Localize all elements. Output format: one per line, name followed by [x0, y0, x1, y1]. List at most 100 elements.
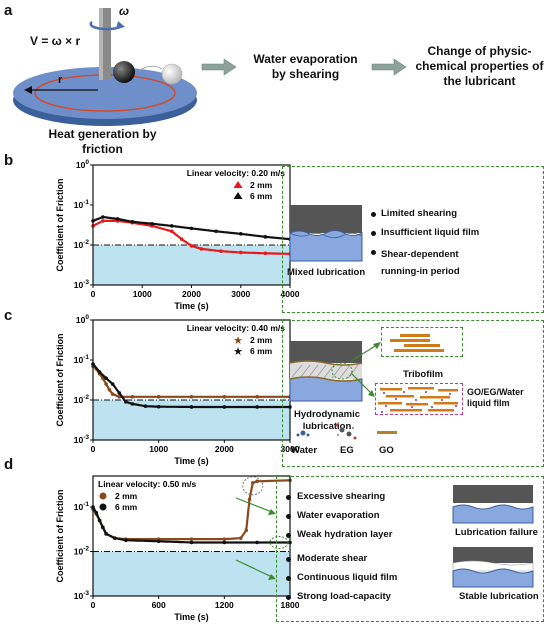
data-point: [110, 392, 115, 396]
data-point: [117, 391, 122, 395]
data-point: [238, 232, 243, 236]
tribofilm-inset: [381, 327, 463, 357]
data-point: [97, 370, 102, 374]
y-tick-label: 10-2: [74, 239, 90, 250]
bullet-limited-shearing: Limited shearing: [381, 208, 458, 219]
y-axis-label: Coefficient of Friction: [55, 179, 65, 272]
heat-generation-caption: Heat generation by friction: [48, 127, 157, 156]
data-point: [189, 395, 194, 399]
legend-marker: ★: [233, 335, 243, 347]
data-point: [179, 237, 184, 241]
data-point: [255, 405, 259, 409]
legend-marker: [99, 503, 107, 511]
velocity-annotation: Linear velocity: 0.50 m/s: [98, 479, 197, 489]
data-point: [110, 382, 115, 386]
friction-chart-c: 0 1000 2000 3000 10-3 10-2 10-1 100 Time (s) Coef…: [55, 314, 300, 466]
legend-label: 6 mm: [115, 502, 138, 512]
legend-marker: ★: [233, 346, 243, 358]
x-tick-label: 1000: [133, 289, 152, 299]
data-point: [189, 405, 194, 409]
hydrodynamic-box: Hydrodynamic lubrication Tribofilm GO/EG…: [282, 320, 544, 467]
omega-label: ω: [119, 4, 130, 18]
data-point: [199, 247, 204, 251]
series-6-mm: [91, 215, 292, 241]
flow-arrows: [201, 58, 407, 76]
y-tick-label: 10-3: [74, 590, 90, 601]
x-tick-label: 0: [91, 289, 96, 299]
bullet-continuous-film: Continuous liquid film: [297, 572, 398, 583]
legend-water: Water: [291, 445, 318, 456]
data-point: [189, 537, 194, 541]
data-point: [124, 538, 128, 542]
y-tick-label: 10-1: [74, 354, 90, 365]
eg-molecule-icon: [335, 423, 357, 440]
data-point: [247, 497, 252, 502]
bullet-dot: [286, 595, 291, 600]
stable-lubrication-diagram: [452, 547, 534, 588]
data-point: [115, 217, 120, 221]
lubrication-failure-caption: Lubrication failure: [455, 527, 538, 538]
legend-label: 2 mm: [250, 335, 273, 345]
data-point: [124, 400, 128, 404]
legend-label: 2 mm: [115, 491, 138, 501]
data-point: [255, 395, 259, 399]
bullet-dot: [286, 533, 291, 538]
data-point: [250, 481, 255, 485]
hydrodynamic-arrows: [350, 342, 381, 397]
data-point: [156, 539, 161, 544]
panel-d-letter: d: [4, 456, 14, 473]
low-friction-region: [93, 245, 290, 285]
y-tick-label: 10-2: [74, 394, 90, 405]
data-point: [113, 536, 117, 540]
data-point: [104, 376, 108, 381]
data-point: [104, 382, 108, 386]
hydrodynamic-diagram: [289, 341, 363, 402]
data-point: [143, 404, 148, 408]
mixed-lubrication-box: Mixed lubrication Limited shearing Insuf…: [282, 166, 544, 313]
data-point: [107, 387, 112, 392]
liquid-film-particles: [378, 387, 458, 413]
data-point: [219, 249, 223, 253]
radius-label: r: [58, 74, 63, 86]
water-evaporation-text: Water evaporation by shearing: [253, 52, 358, 81]
data-point: [101, 219, 105, 223]
bullet-weak-hydration: Weak hydration layer: [297, 529, 393, 540]
legend-label: 2 mm: [250, 180, 273, 190]
y-tick-label: 10-1: [74, 501, 90, 512]
y-tick-label: 10-1: [74, 199, 90, 210]
legend-marker: [233, 181, 243, 188]
bullet-water-evaporation: Water evaporation: [297, 510, 380, 521]
series-6-mm: [91, 362, 292, 409]
bullet-strong-load: Strong load-capacity: [297, 591, 391, 602]
data-point: [189, 226, 194, 231]
tribofilm-label: Tribofilm: [403, 369, 444, 380]
panel-a-letter: a: [4, 2, 13, 19]
liquid-film-label: GO/EG/Water liquid film: [467, 387, 524, 408]
x-tick-label: 1800: [281, 600, 300, 610]
data-point: [156, 404, 161, 409]
bullet-excessive-shearing: Excessive shearing: [297, 491, 386, 502]
bullet-insufficient-film: Insufficient liquid film: [381, 227, 480, 238]
data-point: [97, 518, 102, 523]
x-tick-label: 1200: [215, 600, 234, 610]
y-tick-label: 100: [76, 159, 89, 170]
x-tick-label: 3000: [281, 444, 300, 454]
panel-c-letter: c: [4, 307, 13, 324]
data-point: [156, 395, 161, 399]
y-axis-label: Coefficient of Friction: [55, 490, 65, 583]
bullet-dot: [286, 495, 291, 500]
series-6-mm: [91, 505, 292, 545]
bullet-moderate-shear: Moderate shear: [297, 553, 368, 564]
data-point: [222, 537, 227, 541]
x-tick-label: 0: [91, 444, 96, 454]
data-point: [170, 224, 174, 228]
x-tick-label: 2000: [182, 289, 201, 299]
low-friction-region: [93, 551, 290, 596]
friction-chart-b: 0 1000 2000 3000 4000 10-3 10-2 10-1 100 Time (s)…: [55, 159, 300, 311]
data-point: [130, 402, 135, 406]
y-axis-label: Coefficient of Friction: [55, 334, 65, 427]
x-tick-label: 1000: [149, 444, 168, 454]
bullet-dot: [371, 212, 376, 217]
x-axis-label: Time (s): [174, 301, 208, 311]
